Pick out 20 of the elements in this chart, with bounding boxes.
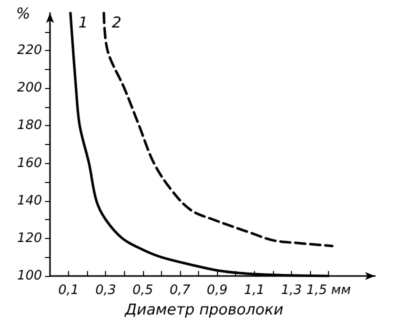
x-tick-label: 0,5 (132, 283, 154, 298)
y-tick-label: 120 (17, 230, 42, 246)
x-tick-label: 0,9 (206, 283, 228, 298)
x-tick-label: 1,5 мм (306, 283, 351, 298)
line-series (102, 12, 334, 248)
x-tick-label: 0,1 (58, 283, 79, 298)
y-tick-label: 100 (17, 268, 42, 284)
x-tick-label: 1,3 (281, 283, 302, 298)
x-tick-label: 0,3 (95, 283, 116, 298)
y-tick-label: 160 (17, 156, 42, 171)
y-tick-label: 220 (17, 43, 42, 58)
annotation: 2 (112, 14, 122, 32)
x-tick-label: 1,1 (244, 283, 265, 298)
x-tick-label: 0,7 (170, 283, 192, 298)
y-tick-label: 200 (17, 80, 42, 96)
y-axis-title: % (16, 4, 30, 22)
y-tick-label: 140 (17, 193, 42, 208)
annotation: 1 (78, 14, 88, 32)
y-tick-label: 180 (17, 118, 42, 134)
x-axis-title: Диаметр проволоки (124, 300, 284, 318)
